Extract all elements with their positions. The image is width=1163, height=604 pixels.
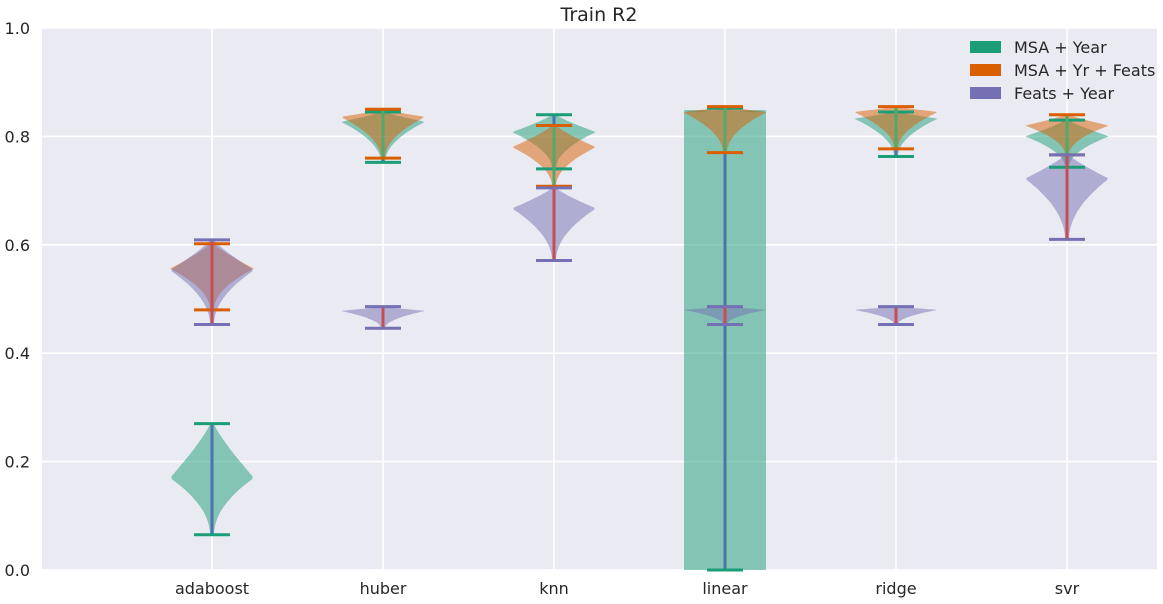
y-tick-label: 0.4 [5, 344, 30, 363]
legend-label: Feats + Year [1014, 84, 1114, 103]
legend: MSA + Year MSA + Yr + Feats Feats + Year [970, 38, 1155, 103]
violin-stat-lines [194, 105, 1085, 572]
x-tick-label: linear [702, 579, 748, 598]
y-tick-label: 0.8 [5, 127, 30, 146]
legend-label: MSA + Yr + Feats [1014, 61, 1155, 80]
legend-swatch [970, 87, 1001, 99]
y-tick-label: 1.0 [5, 19, 30, 38]
y-tick-label: 0.0 [5, 561, 30, 580]
x-tick-label: huber [360, 579, 407, 598]
x-tick-labels: adaboost huber knn linear ridge svr [175, 579, 1080, 598]
legend-swatch [970, 64, 1001, 76]
x-tick-label: knn [539, 579, 569, 598]
chart-title: Train R2 [560, 4, 638, 26]
y-tick-label: 0.2 [5, 453, 30, 472]
x-tick-label: adaboost [175, 579, 249, 598]
legend-swatch [970, 41, 1001, 53]
legend-label: MSA + Year [1014, 38, 1107, 57]
x-tick-label: ridge [875, 579, 916, 598]
x-tick-label: svr [1055, 579, 1080, 598]
y-tick-labels: 0.0 0.2 0.4 0.6 0.8 1.0 [5, 19, 30, 580]
y-tick-label: 0.6 [5, 236, 30, 255]
